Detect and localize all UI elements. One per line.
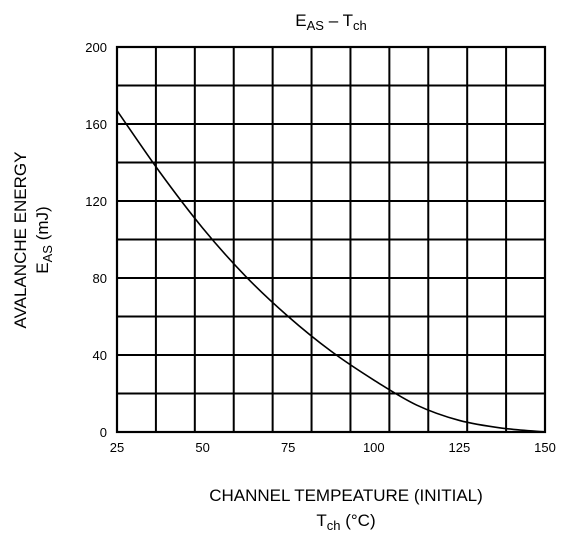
x-tick-label: 150 (534, 440, 556, 455)
x-axis-ticks: 25 50 75 100 125 150 (110, 440, 556, 455)
x-tick-label: 100 (363, 440, 385, 455)
x-axis-label-line2: Tch (°C) (316, 511, 375, 533)
y-axis-label-line1: AVALANCHE ENERGY (11, 152, 30, 329)
chart-title: EAS – Tch (295, 11, 366, 33)
title-main: E (295, 11, 306, 30)
x-tick-label: 75 (281, 440, 295, 455)
plot-frame (115, 45, 547, 434)
y-axis-label-line2: EAS (mJ) (33, 206, 55, 273)
y-tick-label: 200 (85, 40, 107, 55)
title-sub2: ch (353, 18, 367, 33)
y-tick-label: 160 (85, 117, 107, 132)
y-axis-symbol: E (33, 262, 52, 273)
series-points (117, 111, 545, 432)
x-tick-label: 50 (195, 440, 209, 455)
y-tick-label: 0 (100, 425, 107, 440)
y-tick-label: 120 (85, 194, 107, 209)
x-axis-label-line1: CHANNEL TEMPEATURE (INITIAL) (209, 486, 483, 505)
x-axis-symbol: T (316, 511, 326, 530)
y-axis-ticks: 0 40 80 120 160 200 (85, 40, 107, 440)
y-tick-label: 80 (93, 271, 107, 286)
x-axis-unit: (°C) (341, 511, 376, 530)
grid-lines (117, 47, 545, 432)
x-tick-label: 125 (449, 440, 471, 455)
title-sub1: AS (307, 18, 325, 33)
y-axis-unit: (mJ) (33, 206, 52, 245)
y-tick-label: 40 (93, 348, 107, 363)
series-line (116, 110, 546, 433)
y-axis-symbol-sub: AS (40, 245, 55, 263)
title-sep: – T (324, 11, 353, 30)
x-tick-label: 25 (110, 440, 124, 455)
x-axis-symbol-sub: ch (327, 518, 341, 533)
